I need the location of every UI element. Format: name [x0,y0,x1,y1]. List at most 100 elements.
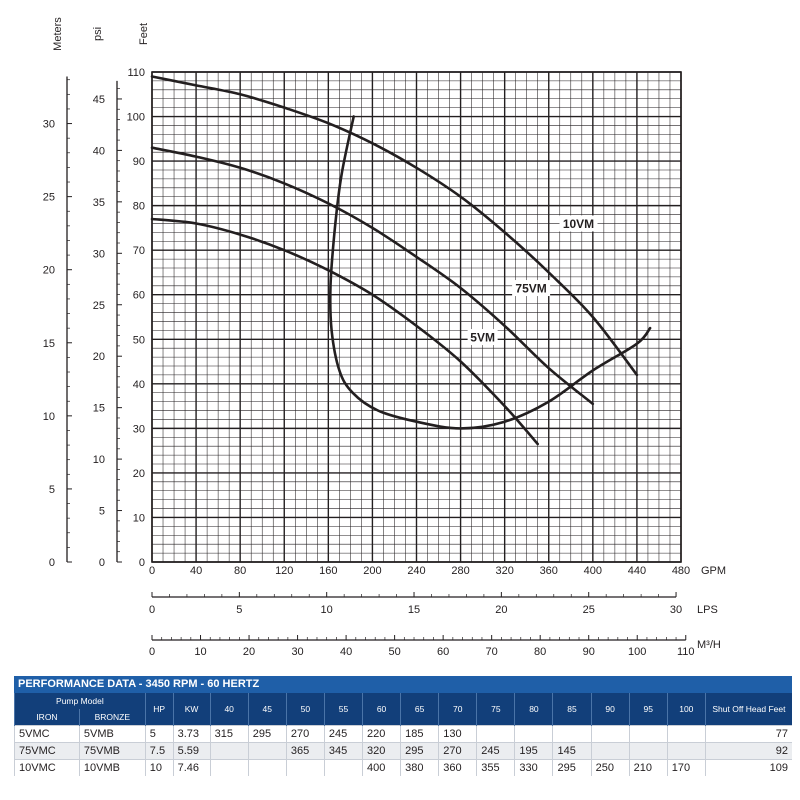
gpm-tick-label: 40 [190,565,202,577]
value-cell [515,726,553,743]
value-cell [286,760,324,777]
curve-label-5vm: 5VM [470,331,495,345]
meters-tick-label: 15 [43,338,55,350]
lps-tick-label: 10 [321,604,333,616]
chart-grid [152,72,681,562]
value-cell [210,760,248,777]
feet-tick-label: 60 [133,290,145,302]
meters-axis-label: Meters [52,17,64,51]
value-cell: 195 [515,743,553,760]
value-cell: 365 [286,743,324,760]
value-cell [477,726,515,743]
gpm-header: 45 [248,693,286,726]
value-cell: 315 [210,726,248,743]
value-cell: 360 [439,760,477,777]
feet-tick-label: 20 [133,468,145,480]
gpm-header: 85 [553,693,591,726]
gpm-tick-label: 160 [319,565,337,577]
psi-tick-label: 40 [93,145,105,157]
m3h-tick-label: 60 [437,646,449,658]
value-cell: 295 [553,760,591,777]
gpm-tick-label: 0 [149,565,155,577]
curve-labels: 10VM 75VM 5VM [468,215,598,345]
m3h-tick-label: 10 [194,646,206,658]
feet-tick-label: 100 [127,112,145,124]
curve-label-10vm: 10VM [563,217,594,231]
value-cell: 270 [439,743,477,760]
meters-tick-label: 20 [43,265,55,277]
m3h-tick-label: 40 [340,646,352,658]
value-cell: 170 [667,760,705,777]
value-cell [210,743,248,760]
gpm-tick-label: 400 [584,565,602,577]
gpm-header: 60 [363,693,401,726]
psi-tick-label: 15 [93,403,105,415]
table-title: PERFORMANCE DATA - 3450 RPM - 60 HERTZ [14,676,792,693]
feet-tick-label: 0 [139,557,145,569]
value-cell: 130 [439,726,477,743]
value-cell: 295 [401,743,439,760]
m3h-tick-label: 110 [677,646,695,658]
m3h-tick-label: 90 [583,646,595,658]
psi-tick-label: 45 [93,94,105,106]
gpm-tick-label: 280 [451,565,469,577]
value-cell: 380 [401,760,439,777]
value-cell [667,726,705,743]
value-cell: 245 [324,726,362,743]
table-row: 5VMC 5VMB 5 3.73 315 295 270 245 220 185… [15,726,793,743]
value-cell: 185 [401,726,439,743]
meters-tick-label: 5 [49,484,55,496]
curve-label-75vm: 75VM [515,282,546,296]
value-cell: 250 [591,760,629,777]
feet-tick-label: 30 [133,423,145,435]
psi-tick-label: 20 [93,351,105,363]
value-cell [553,726,591,743]
m3h-tick-label: 20 [243,646,255,658]
hp-cell: 10 [145,760,173,777]
kw-cell: 3.73 [173,726,210,743]
m3h-axis-label: M³/H [697,639,721,651]
meters-tick-label: 30 [43,119,55,131]
shutoff-cell: 109 [705,760,792,777]
kw-cell: 7.46 [173,760,210,777]
value-cell: 320 [363,743,401,760]
meters-tick-label: 25 [43,192,55,204]
value-cell: 245 [477,743,515,760]
gpm-header: 95 [629,693,667,726]
m3h-tick-label: 80 [534,646,546,658]
psi-tick-label: 10 [93,454,105,466]
kw-cell: 5.59 [173,743,210,760]
psi-tick-label: 30 [93,248,105,260]
feet-tick-label: 70 [133,245,145,257]
gpm-header: 40 [210,693,248,726]
value-cell [248,743,286,760]
meters-tick-label: 0 [49,557,55,569]
m3h-tick-label: 0 [149,646,155,658]
bronze-header: BRONZE [79,709,145,726]
psi-axis-label: psi [92,27,104,41]
gpm-tick-label: 200 [363,565,381,577]
iron-model-cell: 5VMC [15,726,80,743]
m3h-tick-label: 70 [486,646,498,658]
feet-tick-label: 10 [133,512,145,524]
m3h-tick-label: 30 [291,646,303,658]
hp-cell: 7.5 [145,743,173,760]
feet-tick-label: 80 [133,201,145,213]
value-cell: 295 [248,726,286,743]
gpm-tick-label: 80 [234,565,246,577]
gpm-tick-label: 120 [275,565,293,577]
iron-model-cell: 10VMC [15,760,80,777]
shutoff-cell: 92 [705,743,792,760]
lps-tick-label: 25 [583,604,595,616]
bronze-model-cell: 5VMB [79,726,145,743]
table-row: 10VMC 10VMB 10 7.46 400 380 360 355 330 … [15,760,793,777]
hp-cell: 5 [145,726,173,743]
feet-tick-label: 40 [133,379,145,391]
value-cell: 145 [553,743,591,760]
psi-tick-label: 5 [99,506,105,518]
lps-tick-label: 15 [408,604,420,616]
gpm-tick-label: 480 [672,565,690,577]
value-cell [324,760,362,777]
psi-tick-label: 25 [93,300,105,312]
